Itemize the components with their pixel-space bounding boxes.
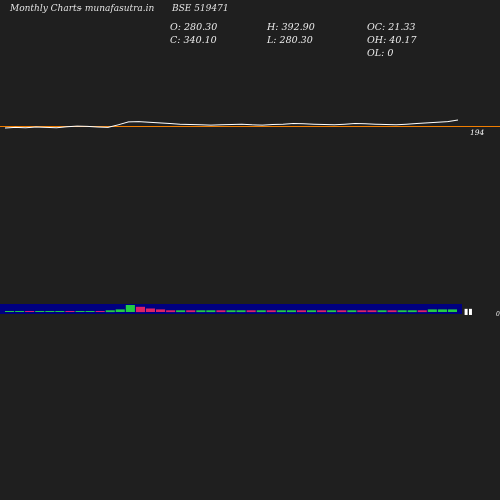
volume-bar <box>5 311 15 312</box>
high-value: H: 392.90 <box>267 22 315 33</box>
volume-bar <box>85 311 95 312</box>
volume-bar <box>55 311 65 312</box>
low-value: L: 280.30 <box>267 35 313 46</box>
volume-bar <box>317 310 327 313</box>
volume-bar <box>266 310 276 313</box>
volume-bar <box>196 310 206 313</box>
volume-bar <box>206 310 216 313</box>
volume-bar <box>15 311 25 312</box>
volume-bar <box>35 311 45 312</box>
volume-bar <box>125 305 135 312</box>
volume-axis-label: 0 <box>496 311 500 318</box>
volume-bar <box>357 310 367 313</box>
volume-bar <box>186 310 196 313</box>
volume-bar <box>447 309 457 312</box>
volume-bar <box>427 309 437 312</box>
volume-bar <box>145 308 155 312</box>
volume-bar <box>387 310 397 313</box>
volume-band <box>0 304 462 314</box>
volume-bar <box>176 310 186 313</box>
volume-bar <box>115 309 125 312</box>
volume-bar <box>246 310 256 313</box>
volume-bar <box>276 310 286 313</box>
volume-bar <box>296 310 306 313</box>
volume-bar <box>407 310 417 313</box>
volume-bar <box>25 311 35 312</box>
volume-bar <box>307 310 317 313</box>
volume-bar <box>65 311 75 312</box>
volume-bar <box>135 306 145 313</box>
site-name[interactable]: - munafasutra.in <box>79 4 155 14</box>
volume-end-marker: ▮▮ <box>464 307 473 316</box>
volume-bar <box>337 310 347 313</box>
volume-bar <box>156 309 166 312</box>
close-value: C: 340.10 <box>170 35 217 46</box>
chart-title: Monthly Charts <box>10 4 82 14</box>
volume-bar <box>236 310 246 313</box>
volume-bar <box>286 310 296 313</box>
volume-layer <box>5 305 457 313</box>
ol-value: OL: 0 <box>367 48 394 59</box>
volume-bar <box>95 311 105 312</box>
volume-bar <box>417 310 427 313</box>
volume-bar <box>437 309 447 312</box>
open-value: O: 280.30 <box>170 22 218 33</box>
volume-bar <box>256 310 266 313</box>
volume-bar <box>166 310 176 313</box>
price-series-line <box>4 119 459 129</box>
price-axis-label: 194 <box>470 128 485 137</box>
volume-bar <box>377 310 387 313</box>
volume-bar <box>347 310 357 313</box>
volume-bar <box>75 311 85 312</box>
price-layer <box>4 119 459 129</box>
oc-value: OC: 21.33 <box>367 22 416 33</box>
volume-bar <box>226 310 236 313</box>
volume-bar <box>327 310 337 313</box>
volume-bar <box>397 310 407 313</box>
volume-bar <box>105 310 115 313</box>
volume-bar <box>45 311 55 312</box>
oh-value: OH: 40.17 <box>367 35 417 46</box>
volume-end-markers: ▮▮ <box>464 307 473 316</box>
volume-bar <box>216 310 226 313</box>
volume-bar <box>367 310 377 313</box>
symbol-label: BSE 519471 <box>172 4 229 14</box>
